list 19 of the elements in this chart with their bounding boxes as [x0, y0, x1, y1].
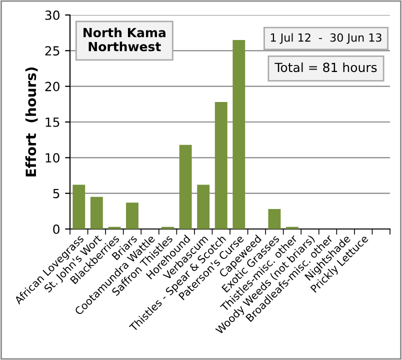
bar [232, 40, 246, 229]
bar [214, 102, 228, 229]
y-tick-label: 25 [45, 46, 60, 56]
y-axis-title: Effort (hours) [25, 67, 38, 176]
annotation: Total = 81 hours [274, 62, 377, 72]
y-tick-label: 30 [45, 10, 60, 20]
bar [268, 209, 281, 229]
bar [90, 196, 103, 229]
bar [126, 202, 138, 229]
y-tick-label: 15 [46, 118, 60, 127]
y-tick-label: 10 [46, 153, 60, 163]
y-tick-label: 20 [45, 82, 60, 92]
bar [72, 184, 86, 229]
text: North Kama Northwest [84, 28, 166, 52]
annotation: 1 Jul 12 - 30 Jun 13 [270, 33, 382, 44]
bar [197, 184, 210, 229]
y-tick-label: 5 [53, 188, 60, 198]
y-tick-label: 0 [53, 224, 60, 234]
bar [179, 144, 192, 229]
